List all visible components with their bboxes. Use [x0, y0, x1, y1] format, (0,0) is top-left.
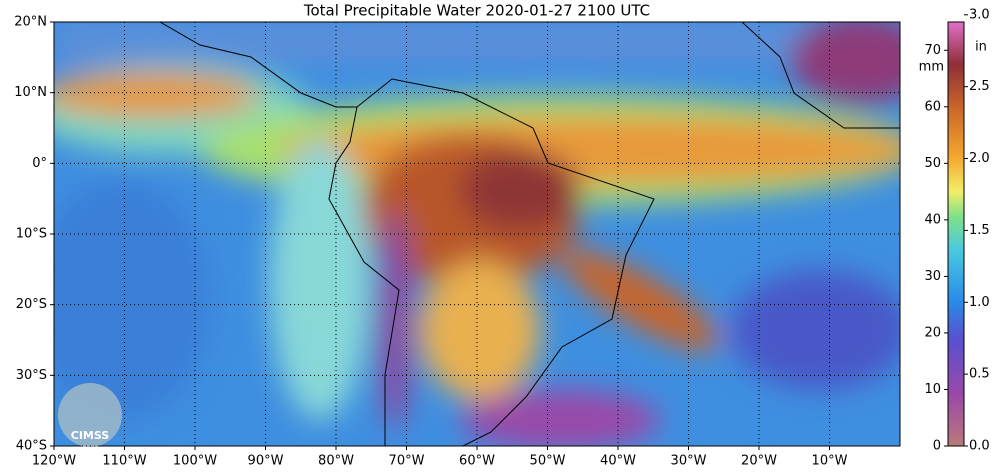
coastline: [159, 22, 357, 108]
map-title: Total Precipitable Water 2020-01-27 2100…: [303, 2, 650, 20]
y-tick-label: 20°N: [14, 15, 47, 30]
tpw-field: [54, 22, 900, 446]
coastline: [328, 78, 655, 446]
x-tick-label: 60°W: [459, 454, 495, 469]
x-tick-label: 30°W: [671, 454, 707, 469]
x-tick-label: 110°W: [102, 454, 146, 469]
logo-text: CIMSS: [71, 429, 110, 442]
colorbar-in-label: 3.0: [969, 7, 990, 22]
colorbar-in-label: 2.5: [969, 79, 990, 94]
colorbar-mm-label: 40: [924, 212, 941, 227]
x-tick-label: 100°W: [173, 454, 217, 469]
colorbar-in-label: 2.0: [969, 151, 990, 166]
y-tick-label: 0°: [32, 156, 47, 171]
x-tick-label: 50°W: [530, 454, 566, 469]
colorbar-mm-label: 50: [924, 156, 941, 171]
cimss-logo: CIMSS: [58, 383, 122, 447]
colorbar-unit-in: in: [975, 40, 987, 55]
x-tick-label: 80°W: [318, 454, 354, 469]
colorbar-mm-label: 0: [933, 439, 941, 454]
colorbar-in-label: 1.0: [969, 295, 990, 310]
colorbar-mm-label: 70: [924, 43, 941, 58]
y-tick-label: 10°N: [14, 85, 47, 100]
x-tick-label: 90°W: [248, 454, 284, 469]
colorbar-in-label: 0.5: [969, 367, 990, 382]
x-tick-label: 40°W: [600, 454, 636, 469]
colorbar-mm-label: 10: [924, 382, 941, 397]
y-tick-label: 20°S: [16, 297, 47, 312]
colorbar-mm-label: 60: [924, 99, 941, 114]
colorbar: [947, 21, 965, 447]
colorbar-unit-mm: mm: [919, 60, 944, 75]
x-tick-label: 120°W: [32, 454, 76, 469]
x-tick-label: 10°W: [812, 454, 848, 469]
colorbar-mm-label: 30: [924, 269, 941, 284]
y-tick-label: 10°S: [16, 227, 47, 242]
y-tick-label: 40°S: [16, 439, 47, 454]
colorbar-in-label: 0.0: [969, 439, 990, 454]
x-tick-label: 20°W: [741, 454, 777, 469]
colorbar-mm-label: 20: [924, 325, 941, 340]
colorbar-in-label: 1.5: [969, 223, 990, 238]
y-tick-label: 30°S: [16, 368, 47, 383]
x-tick-label: 70°W: [389, 454, 425, 469]
